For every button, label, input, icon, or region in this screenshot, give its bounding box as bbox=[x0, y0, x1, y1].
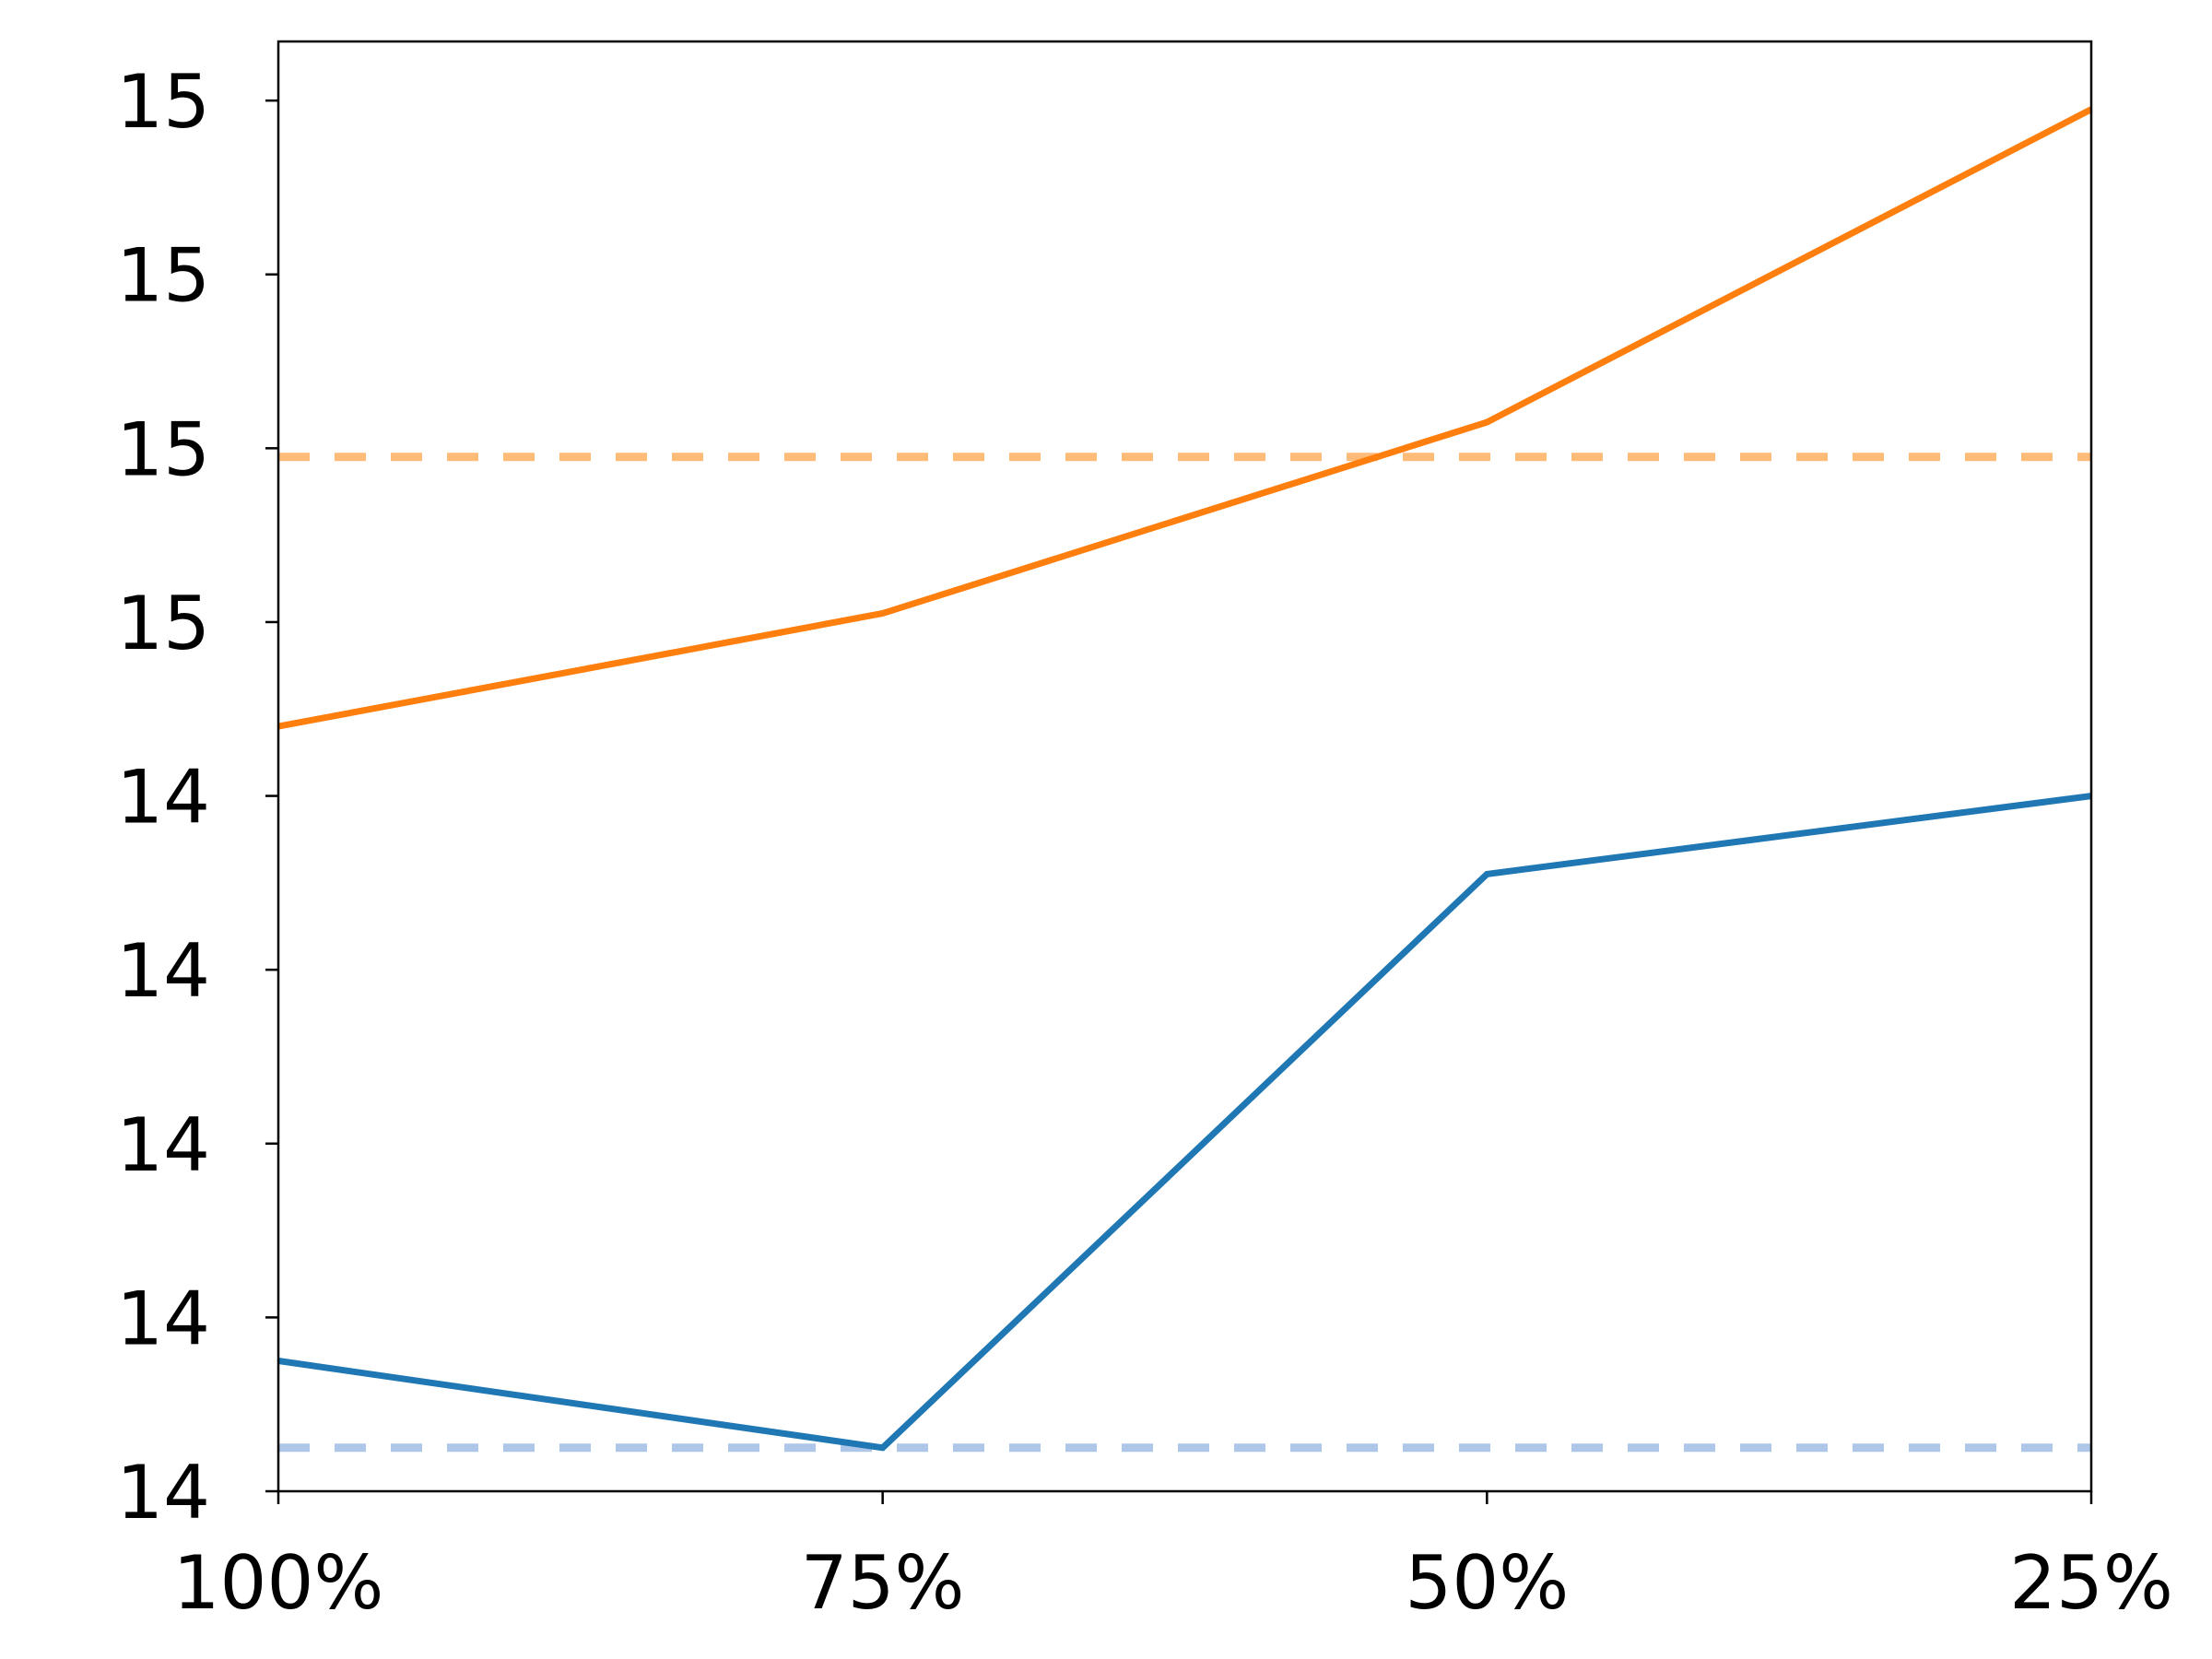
x-axis: 100% 75% 50% 25% bbox=[173, 1491, 2173, 1626]
x-tick-label: 50% bbox=[1405, 1540, 1569, 1626]
y-tick-label: 15 bbox=[116, 59, 210, 145]
y-tick-label: 15 bbox=[116, 233, 210, 319]
y-tick-label: 14 bbox=[116, 1102, 210, 1188]
series-line-1 bbox=[277, 793, 2092, 1452]
series-layer bbox=[277, 106, 2093, 1453]
x-tick-label: 75% bbox=[801, 1540, 965, 1626]
y-tick-label: 15 bbox=[116, 581, 210, 666]
y-tick-label: 15 bbox=[116, 406, 210, 492]
x-tick-label: 100% bbox=[173, 1540, 384, 1626]
y-axis: 14 14 14 14 14 15 15 15 15 bbox=[116, 59, 278, 1535]
x-tick-label: 25% bbox=[2009, 1540, 2173, 1626]
y-tick-label: 14 bbox=[116, 755, 210, 841]
series-line-2 bbox=[277, 106, 2093, 730]
y-tick-label: 14 bbox=[116, 1450, 210, 1535]
y-tick-label: 14 bbox=[116, 1276, 210, 1361]
plot-area-frame bbox=[276, 40, 2093, 1493]
y-tick-label: 14 bbox=[116, 928, 210, 1014]
